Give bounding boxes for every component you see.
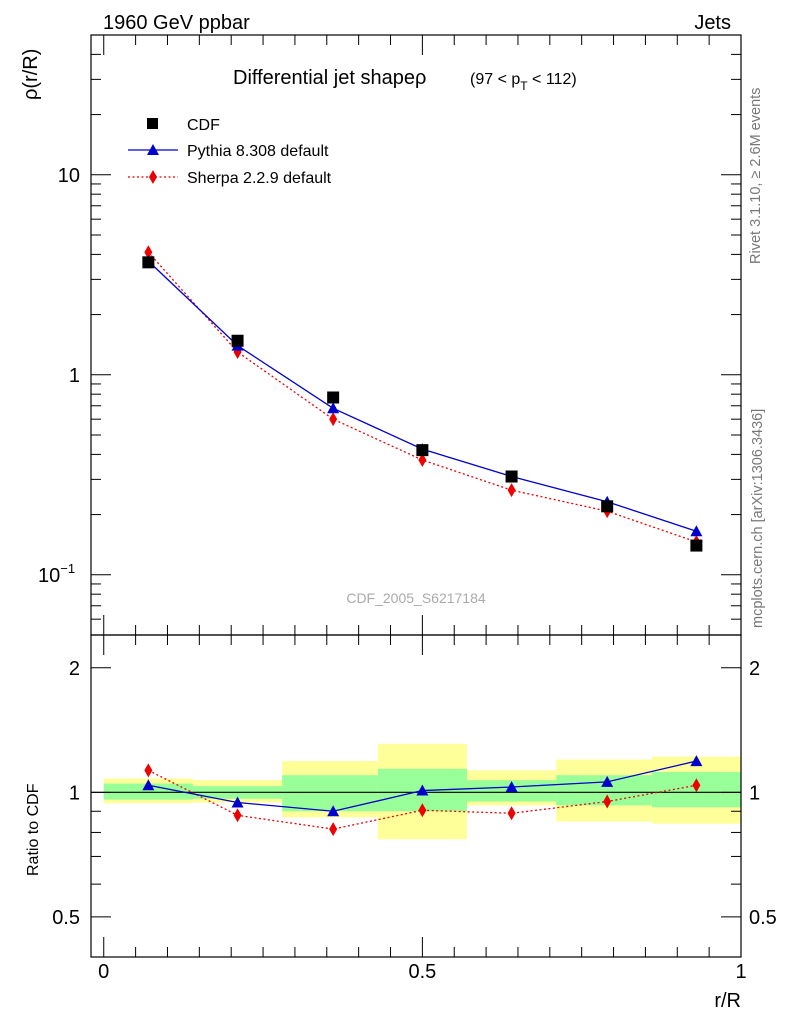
x-tick-label: 0.5 [408, 961, 436, 983]
ratio-point-pythia [327, 805, 340, 817]
data-point-cdf [231, 334, 244, 347]
ratio-point-pythia [231, 796, 244, 808]
ratio-point-pythia [416, 784, 429, 796]
uncertainty-band-stat [103, 783, 193, 800]
data-point-sherpa [507, 483, 516, 498]
ratio-point-sherpa [507, 806, 516, 821]
data-point-cdf [327, 391, 340, 404]
data-point-pythia [327, 402, 340, 414]
ratio-point-sherpa [692, 778, 701, 793]
y-tick-label: 10−1 [38, 561, 75, 587]
header-right: Jets [694, 12, 731, 34]
ratio-point-pythia [505, 781, 518, 793]
ratio-point-pythia [601, 775, 614, 787]
rivet-label: Rivet 3.1.10, ≥ 2.6M events [748, 88, 764, 264]
ratio-y-tick-label-right: 1 [749, 782, 760, 804]
data-point-sherpa [329, 412, 338, 427]
ratio-y-tick-label-right: 2 [749, 658, 760, 680]
ratio-point-pythia [142, 779, 155, 791]
ratio-plot-panel: 0.5 0.5 1 1 2 2 0 0.5 1 Ratio to CDF r/R [25, 634, 777, 1012]
ratio-y-tick-label: 1 [69, 782, 80, 804]
legend-label-cdf: CDF [187, 117, 220, 134]
x-tick-label: 0 [98, 961, 109, 983]
x-axis-title: r/R [714, 990, 741, 1012]
ratio-y-tick-label: 2 [69, 658, 80, 680]
mcplots-label: mcplots.cern.ch [arXiv:1306.3436] [750, 409, 766, 628]
legend-label-sherpa: Sherpa 2.2.9 default [187, 170, 332, 187]
ratio-frame [90, 634, 742, 958]
uncertainty-band-stat [282, 775, 378, 812]
data-point-sherpa [418, 452, 427, 467]
header-left: 1960 GeV ppbar [103, 12, 250, 34]
chart-title-range: (97 < pT < 112) [470, 71, 577, 93]
data-point-cdf [142, 256, 155, 269]
legend: CDF Pythia 8.308 default Sherpa 2.2.9 de… [128, 117, 332, 187]
ratio-point-sherpa [418, 803, 427, 818]
legend-label-pythia: Pythia 8.308 default [187, 143, 329, 160]
main-plot-panel: 10−1 1 10 Differential jet shapeρ (97 < pT… [20, 34, 742, 636]
data-point-pythia [690, 525, 703, 537]
ratio-point-sherpa [329, 822, 338, 837]
ratio-y-tick-label-right: 0.5 [749, 907, 777, 929]
data-point-cdf [690, 539, 703, 552]
y-tick-label: 1 [69, 365, 80, 387]
analysis-label: CDF_2005_S6217184 [346, 590, 486, 606]
legend-marker-cdf [147, 118, 158, 129]
y-tick-label: 10 [58, 165, 80, 187]
legend-marker-sherpa [149, 170, 157, 184]
series-line-sherpa [147, 251, 697, 543]
legend-marker-pythia [147, 144, 159, 155]
ratio-point-pythia [690, 755, 703, 767]
ratio-y-axis-title: Ratio to CDF [25, 783, 42, 876]
ratio-point-sherpa [603, 794, 612, 809]
series-line-pythia [147, 260, 697, 532]
chart-title: Differential jet shapeρ [233, 67, 426, 89]
ratio-point-sherpa [233, 808, 242, 823]
data-point-cdf [601, 500, 614, 513]
data-point-sherpa [144, 245, 153, 260]
data-point-cdf [505, 470, 518, 483]
ratio-point-sherpa [144, 763, 153, 778]
ratio-y-tick-label: 0.5 [52, 907, 80, 929]
x-tick-label: 1 [735, 961, 746, 983]
data-point-cdf [416, 444, 429, 457]
y-axis-title: ρ(r/R) [20, 49, 42, 100]
